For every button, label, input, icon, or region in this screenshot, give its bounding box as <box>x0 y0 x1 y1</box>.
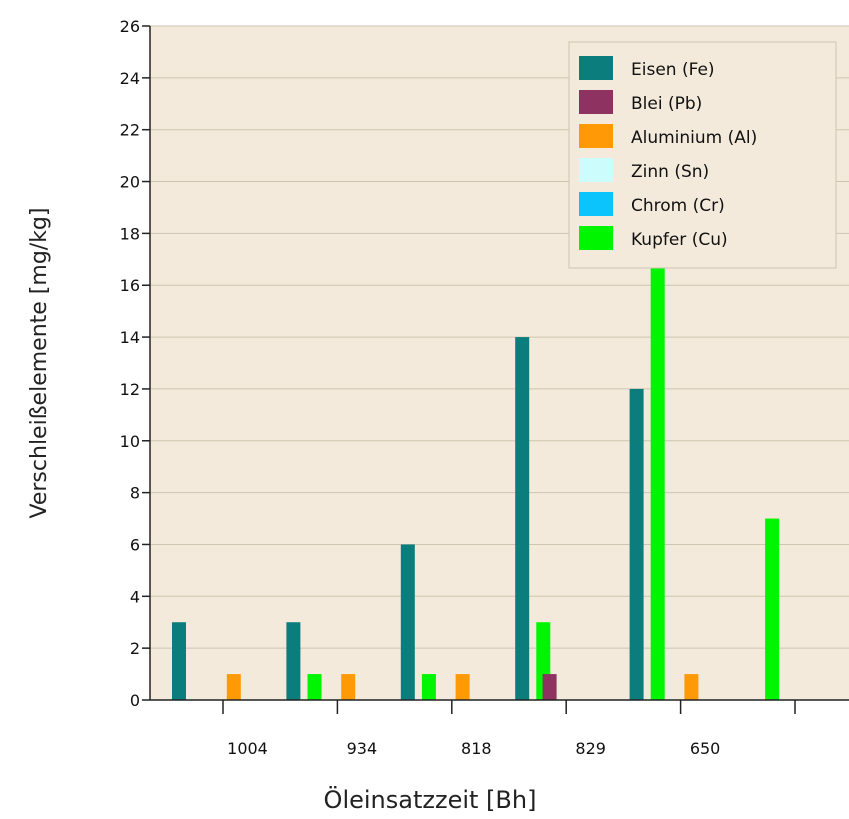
y-tick-label: 10 <box>120 432 140 451</box>
x-tick-label: 934 <box>347 739 378 758</box>
legend-label: Chrom (Cr) <box>631 196 725 216</box>
legend-swatch <box>579 90 613 114</box>
y-tick-label: 22 <box>120 121 140 140</box>
bar <box>515 337 530 700</box>
legend-label: Kupfer (Cu) <box>631 230 728 250</box>
legend-swatch <box>579 226 613 250</box>
legend-label: Aluminium (Al) <box>631 128 757 148</box>
bar <box>542 674 557 700</box>
bar <box>421 674 436 700</box>
y-tick-label: 2 <box>130 639 140 658</box>
x-tick-labels: 1004 934 818 829 650 <box>227 739 720 758</box>
y-tick-label: 26 <box>120 17 140 36</box>
y-tick-label: 14 <box>120 328 140 347</box>
y-tick-label: 6 <box>130 535 140 554</box>
y-tick-label: 0 <box>130 691 140 710</box>
bar <box>684 674 699 700</box>
bar <box>172 622 186 700</box>
x-tick-label: 650 <box>690 739 721 758</box>
legend-swatch <box>579 56 613 80</box>
legend-swatch <box>579 192 613 216</box>
y-tick-label: 18 <box>120 224 140 243</box>
bars <box>172 259 780 700</box>
x-tick-label: 818 <box>461 739 492 758</box>
bar <box>341 674 356 700</box>
bar <box>455 674 470 700</box>
y-tick-label: 4 <box>130 587 140 606</box>
bar <box>400 544 415 700</box>
bar <box>765 518 780 700</box>
legend-label: Eisen (Fe) <box>631 60 715 80</box>
bar <box>307 674 322 700</box>
y-tick-label: 8 <box>130 484 140 503</box>
legend-label: Blei (Pb) <box>631 94 702 114</box>
bar <box>629 388 644 700</box>
legend-swatch <box>579 124 613 148</box>
axes <box>142 25 849 714</box>
legend-label: Zinn (Sn) <box>631 162 709 182</box>
legend-swatch <box>579 158 613 182</box>
x-axis-label: Öleinsatzzeit [Bh] <box>324 785 537 814</box>
bar <box>226 674 241 700</box>
y-tick-label: 24 <box>120 69 140 88</box>
bar <box>286 622 301 700</box>
legend-box <box>568 41 837 269</box>
legend: Eisen (Fe) Blei (Pb) Aluminium (Al) Zinn (S… <box>568 41 837 269</box>
bar <box>650 259 665 700</box>
y-tick-label: 12 <box>120 380 140 399</box>
y-tick-label: 20 <box>120 173 140 192</box>
y-tick-label: 16 <box>120 276 140 295</box>
x-tick-label: 1004 <box>227 739 268 758</box>
x-tick-label: 829 <box>575 739 606 758</box>
y-axis-label: Verschleißelemente [mg/kg] <box>27 208 52 519</box>
